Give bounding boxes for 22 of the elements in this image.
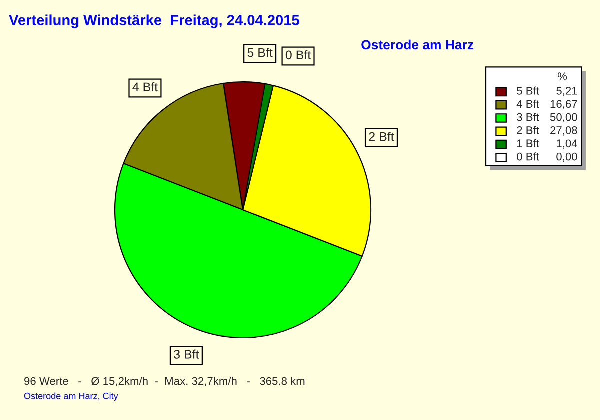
slice-label: 4 Bft <box>132 82 158 92</box>
data-label: 1,04 <box>557 140 578 149</box>
legend-label: 5 Bft <box>517 86 540 95</box>
text: 0,00 <box>556 152 578 162</box>
legend-label: 4 Bft <box>516 100 540 108</box>
legend-label: 3 Bft <box>517 113 540 122</box>
legend-title: % <box>558 72 568 80</box>
legend-label: 2 Bft <box>517 126 540 134</box>
chart-title: Verteilung Windstärke Freitag, 24.04.2015 <box>9 14 300 28</box>
data-label: 16,67 <box>550 100 578 110</box>
text: Osterode am Harz, City <box>24 392 118 402</box>
text: 96 Werte - Ø 15,2km/h - Max. 32,7km/h - 365.8 km <box>24 377 305 386</box>
chart-subtitle: Osterode am Harz <box>362 40 474 50</box>
legend-label: 0 Bft <box>286 50 312 60</box>
data-label: 27,08 <box>550 126 578 136</box>
data-label: 5,21 <box>556 87 578 96</box>
legend-label: 1 Bft <box>517 139 540 148</box>
slice-label: 3 Bft <box>174 350 200 359</box>
slice-label: 2 Bft <box>369 132 394 142</box>
data-label: 50,00 <box>550 113 578 123</box>
slice-label: 5 Bft <box>248 48 273 58</box>
text: 0 Bft <box>517 152 540 161</box>
